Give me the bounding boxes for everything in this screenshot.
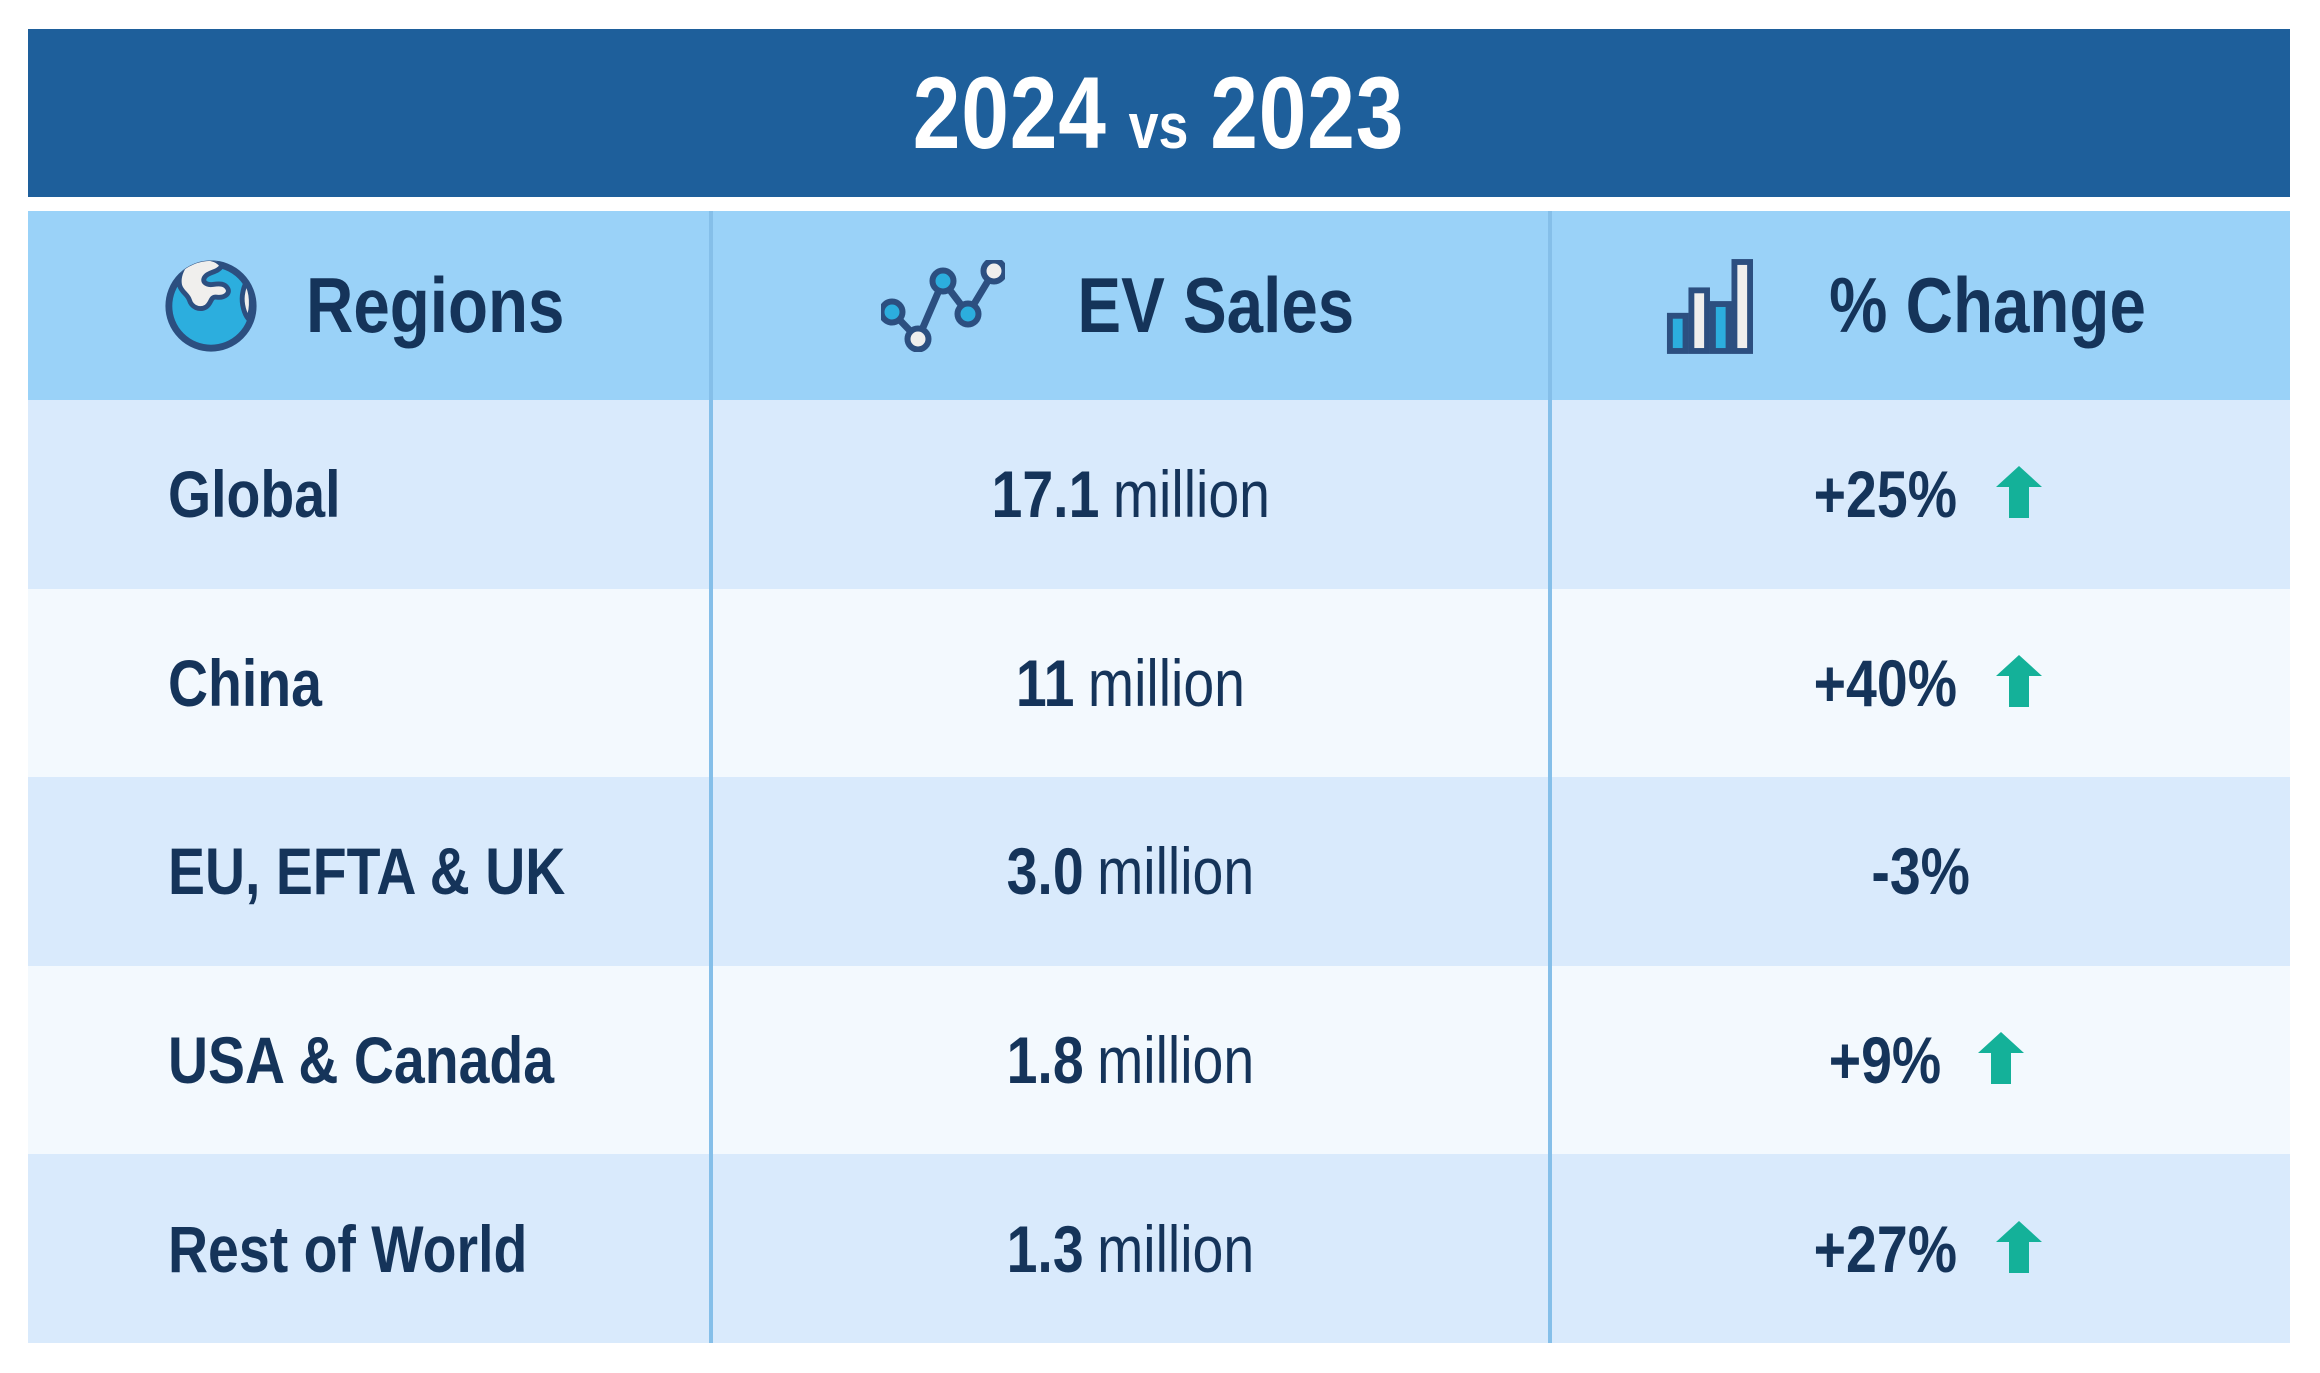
ev-sales-cell: 11 million [713, 588, 1552, 778]
trend-up-arrow-icon [1996, 466, 2043, 519]
region-cell: USA & Canada [28, 965, 713, 1155]
region-name: EU, EFTA & UK [168, 834, 566, 909]
title-year-right: 2023 [1210, 55, 1405, 170]
trend-up-arrow-icon [1977, 1032, 2024, 1085]
region-name: USA & Canada [168, 1023, 555, 1098]
pct-change-value: +27% [1813, 1211, 1957, 1286]
table-header-row: Regions EV Sales [28, 211, 2290, 400]
table-panel: 2024 vs 2023 Regions [28, 29, 2290, 1343]
pct-change-cell: +9% [1552, 966, 2290, 1155]
table-row: China 11 million +40% [28, 588, 2290, 778]
pct-change-value: -3% [1871, 834, 1971, 909]
ev-sales-value: 17.1 million [991, 457, 1270, 532]
table-row: EU, EFTA & UK 3.0 million -3% [28, 777, 2290, 966]
title-year-left: 2024 [913, 55, 1108, 170]
table-row: Global 17.1 million +25% [28, 400, 2290, 589]
ev-sales-cell: 1.8 million [713, 965, 1552, 1155]
bar-chart-icon [1667, 258, 1754, 354]
ev-sales-value: 3.0 million [1006, 834, 1255, 909]
header-cell-pct-change: % Change [1552, 211, 2290, 400]
region-name: Global [168, 457, 341, 532]
ev-sales-cell: 17.1 million [713, 400, 1552, 589]
ev-sales-cell: 3.0 million [713, 777, 1552, 966]
ev-sales-value: 1.3 million [1006, 1211, 1255, 1286]
header-cell-ev-sales: EV Sales [713, 211, 1552, 400]
pct-change-cell: -3% [1552, 777, 2290, 966]
header-cell-regions: Regions [28, 211, 713, 400]
pct-change-value: +9% [1828, 1023, 1942, 1098]
ev-sales-value: 11 million [1015, 645, 1246, 720]
globe-icon [165, 259, 257, 352]
header-label-regions: Regions [306, 261, 565, 349]
trend-up-arrow-icon [1996, 1220, 2043, 1273]
pct-change-value: +40% [1813, 645, 1957, 720]
line-chart-icon [880, 259, 1005, 352]
pct-change-cell: +27% [1552, 1154, 2290, 1343]
title-bar: 2024 vs 2023 [28, 29, 2290, 197]
ev-sales-cell: 1.3 million [713, 1154, 1552, 1343]
pct-change-cell: +40% [1552, 589, 2290, 778]
region-name: Rest of World [168, 1211, 528, 1286]
pct-change-value: +25% [1813, 457, 1957, 532]
pct-change-cell: +25% [1552, 400, 2290, 589]
region-cell: China [28, 588, 713, 778]
table-row: USA & Canada 1.8 million +9% [28, 965, 2290, 1155]
header-label-ev-sales: EV Sales [1077, 261, 1354, 349]
ev-sales-value: 1.8 million [1006, 1023, 1255, 1098]
header-label-pct-change: % Change [1829, 261, 2147, 349]
region-name: China [168, 645, 323, 720]
region-cell: Global [28, 400, 713, 589]
table-row: Rest of World 1.3 million +27% [28, 1154, 2290, 1343]
table-body: Global 17.1 million +25% China 11 millio [28, 400, 2290, 1343]
trend-up-arrow-icon [1996, 654, 2043, 707]
title-vs: vs [1129, 89, 1189, 162]
region-cell: Rest of World [28, 1154, 713, 1343]
region-cell: EU, EFTA & UK [28, 777, 713, 966]
title-gap [28, 197, 2290, 211]
page-title: 2024 vs 2023 [913, 55, 1404, 172]
